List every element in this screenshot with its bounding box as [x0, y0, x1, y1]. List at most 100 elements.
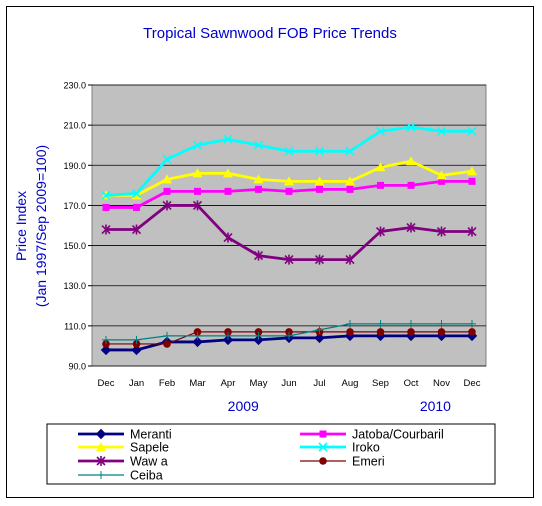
data-point [376, 328, 385, 336]
y-tick-label: 110.0 [64, 321, 86, 331]
data-point [131, 190, 142, 200]
legend-label: Ceiba [130, 469, 163, 483]
y-axis-label: Price Index [13, 191, 29, 261]
data-point [346, 319, 354, 328]
x-tick-label: Aug [342, 378, 359, 389]
data-point [406, 222, 416, 233]
series-jatoba-courbaril [102, 177, 476, 211]
y-tick-label: 150.0 [63, 241, 86, 251]
legend-label: Sapele [130, 441, 169, 455]
data-point [316, 185, 323, 193]
data-point [284, 176, 294, 186]
legend-swatch-marker [95, 428, 107, 440]
legend-label: Meranti [130, 428, 172, 442]
data-point [345, 254, 355, 265]
legend-swatch-marker [318, 442, 328, 452]
data-point [223, 232, 233, 243]
data-point [222, 334, 234, 346]
legend-items: Meranti Jatoba/Courbaril Sapele Iroko Waw a E… [78, 428, 444, 483]
data-point [375, 162, 386, 172]
x-tick-label: Jun [281, 378, 296, 389]
data-point [284, 146, 294, 156]
data-point [102, 203, 110, 211]
y-tick-label: 170.0 [63, 201, 86, 211]
year-label: 2009 [228, 398, 259, 414]
data-point [102, 335, 110, 344]
x-tick-label: Feb [159, 378, 175, 389]
year-label: 2010 [420, 398, 451, 414]
legend-item: Iroko [300, 441, 380, 455]
legend-item: Meranti [78, 428, 172, 442]
y-axis-sublabel: (Jan 1997/Sep 2009=100) [33, 145, 49, 307]
data-point [224, 328, 232, 336]
data-point [468, 319, 476, 328]
legend-swatch-marker [96, 456, 106, 466]
data-point [437, 319, 446, 328]
data-point [437, 328, 446, 336]
x-tick-label: Dec [98, 378, 115, 389]
year-labels: 2009 2010 [228, 398, 452, 414]
series-waw-a [101, 200, 477, 265]
data-point [131, 224, 142, 235]
data-point [407, 181, 415, 189]
data-point [131, 188, 142, 198]
data-point [285, 328, 293, 336]
data-point [163, 331, 171, 340]
series-sapele [101, 156, 477, 200]
data-point [467, 166, 477, 176]
data-point [163, 340, 171, 348]
legend-swatch-marker [97, 471, 105, 479]
data-point [284, 254, 294, 265]
data-point [406, 156, 416, 166]
legend-label: Waw a [130, 455, 168, 469]
data-point [253, 334, 264, 346]
x-tick-label: Jan [129, 378, 144, 389]
x-tick-label: Apr [221, 378, 236, 389]
data-point [345, 176, 355, 186]
x-tick-label: Sep [372, 378, 389, 389]
y-tick-labels: 90.0 110.0 130.0 150.0 170.0 190.0 210.0 230.0 [63, 81, 86, 372]
data-point [436, 170, 447, 180]
data-point [314, 254, 325, 265]
x-tick-label: Oct [404, 378, 419, 389]
x-tick-label: Nov [433, 378, 450, 389]
legend-swatch-marker [319, 457, 327, 465]
data-point [162, 200, 172, 211]
y-tick-label: 210.0 [63, 121, 86, 131]
data-point [133, 203, 140, 211]
legend-item: Waw a [78, 455, 168, 469]
data-point [407, 319, 415, 328]
data-point [253, 174, 264, 184]
legend-label: Iroko [352, 441, 380, 455]
series-layer [100, 122, 478, 356]
x-tick-label: Dec [464, 378, 481, 389]
y-tick-label: 90.0 [68, 362, 86, 372]
data-point [131, 344, 142, 356]
data-point [438, 177, 445, 185]
data-point [193, 328, 202, 336]
y-axis-title: Price Index (Jan 1997/Sep 2009=100) [13, 145, 49, 307]
data-point [376, 319, 385, 328]
data-point [254, 328, 263, 336]
x-tick-labels: Dec Jan Feb Mar Apr May Jun Jul Aug Sep Oct Nov Dec [98, 378, 481, 389]
grid-lines [88, 84, 486, 367]
data-point [192, 336, 203, 348]
data-point [162, 174, 172, 184]
legend-swatch-marker [319, 430, 327, 438]
data-point [436, 126, 447, 136]
data-point [314, 146, 325, 156]
series-ceiba [102, 319, 476, 344]
data-point [192, 140, 203, 150]
y-tick-label: 130.0 [63, 281, 86, 291]
data-point [285, 331, 293, 340]
data-point [468, 177, 476, 185]
data-point [467, 226, 477, 237]
chart-title: Tropical Sawnwood FOB Price Trends [143, 25, 397, 42]
legend-item: Sapele [78, 441, 169, 455]
data-point [192, 200, 203, 211]
data-point [346, 328, 354, 336]
y-tick-label: 230.0 [63, 81, 86, 91]
data-point [101, 224, 111, 235]
